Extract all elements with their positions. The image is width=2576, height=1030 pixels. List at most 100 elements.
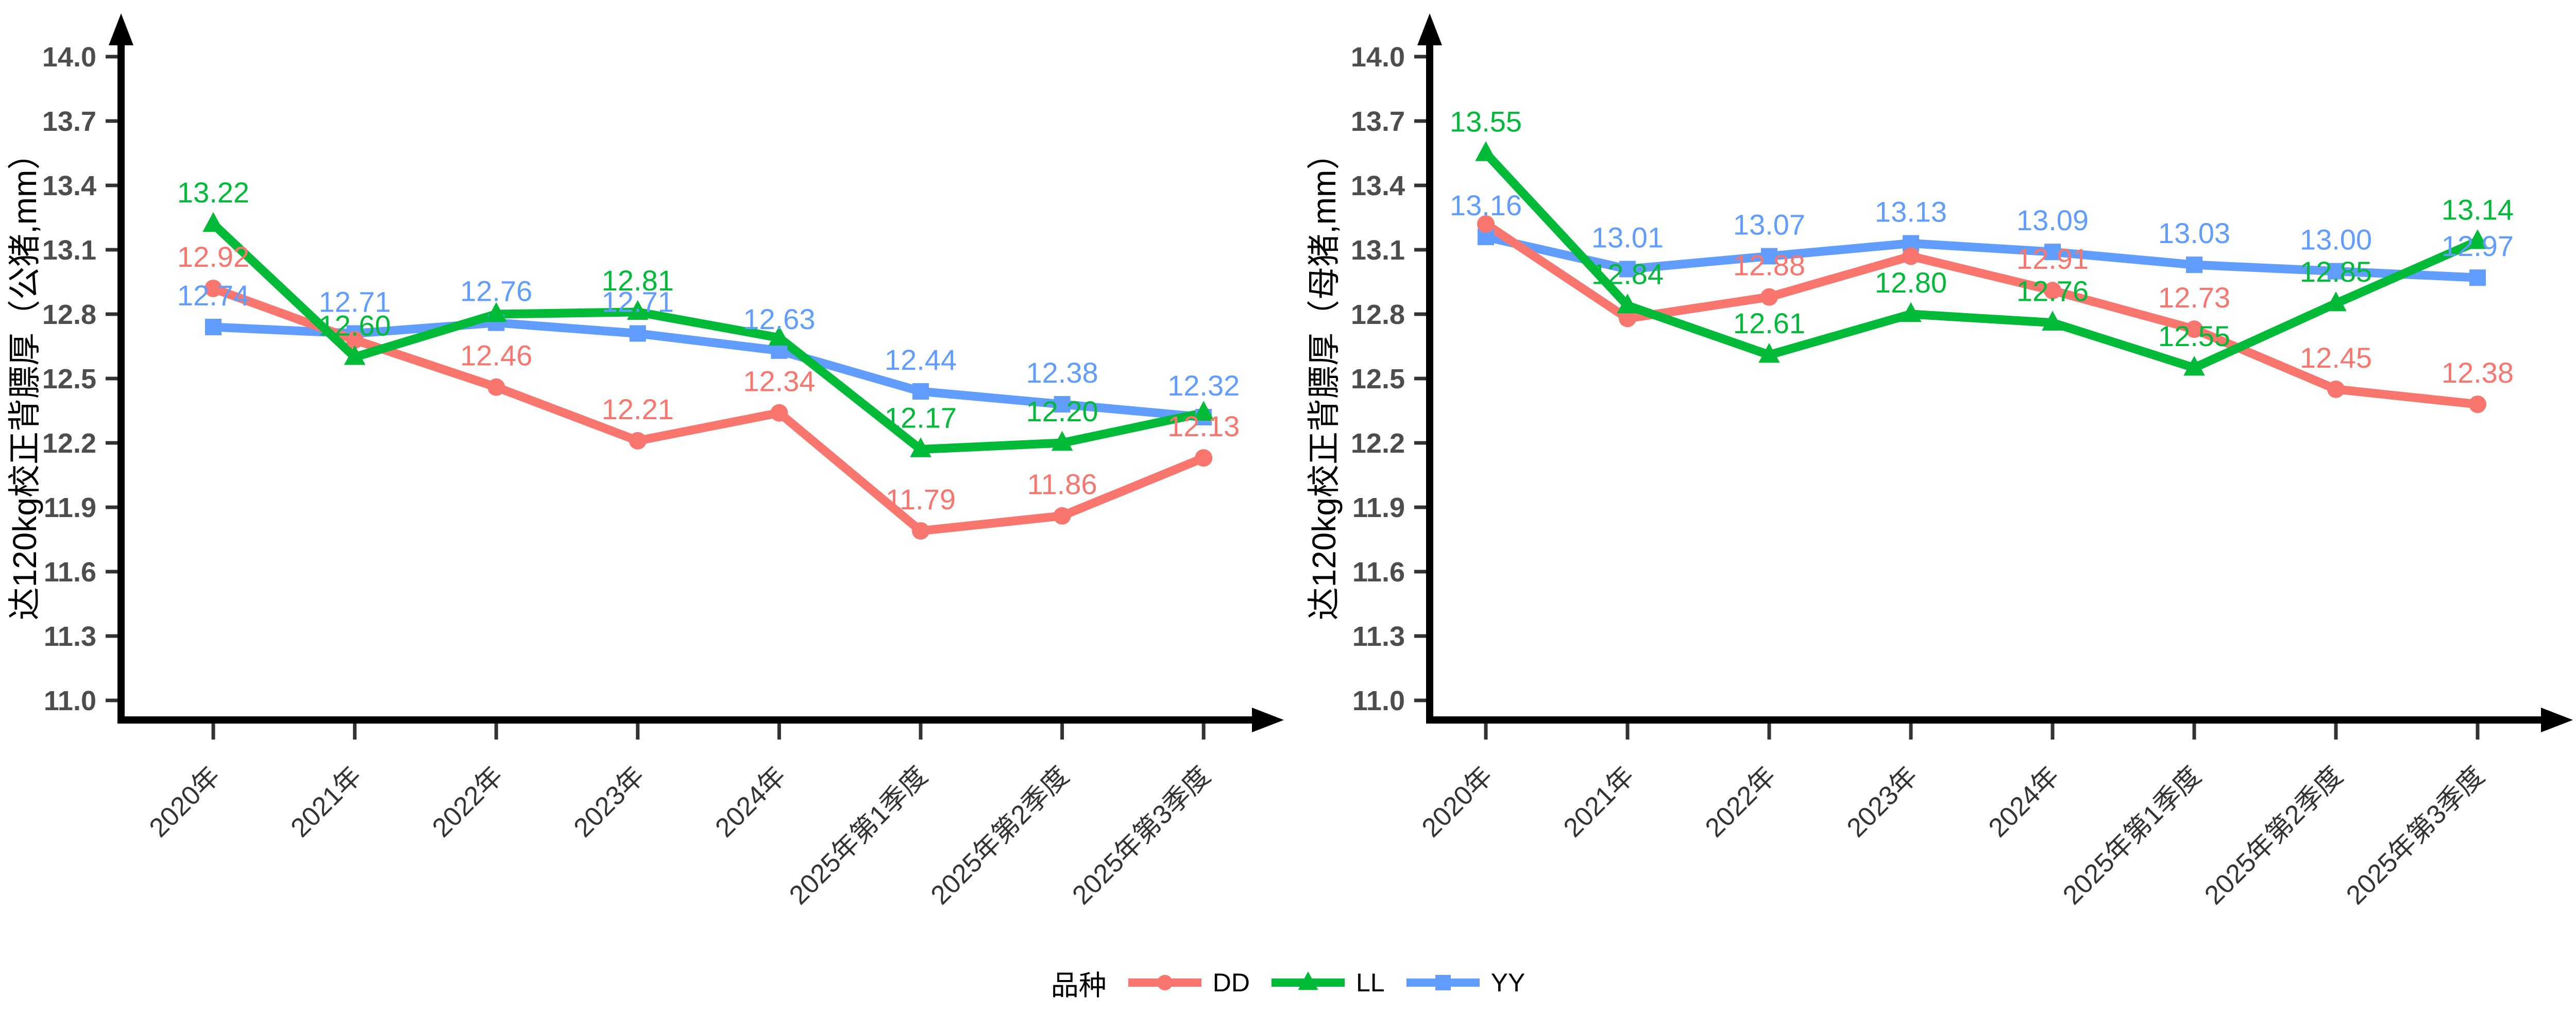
legend-item-label: LL: [1355, 968, 1385, 997]
series-LL-point: [1617, 294, 1638, 314]
series-LL-point: [1758, 342, 1780, 363]
x-tick-label: 2025年第2季度: [2199, 761, 2348, 910]
x-tick-label: 2022年: [427, 761, 509, 843]
series-DD-value-label: 12.73: [2158, 281, 2230, 314]
boar-chart-panel: 14.0 13.7 13.4 13.1 12.8 12.5 12.2 11.9 11.6 11.3…: [0, 0, 1288, 927]
sow-chart: 14.0 13.7 13.4 13.1 12.8 12.5 12.2 11.9 11.6 11.3…: [1306, 13, 2573, 911]
series-YY-point: [2469, 269, 2486, 286]
series-LL-point: [485, 302, 507, 322]
series-LL-value-label: 12.20: [1026, 395, 1098, 427]
series-DD-value-label: 12.46: [460, 339, 532, 372]
series-YY-value-label: 13.01: [1591, 221, 1664, 254]
series-DD-point: [346, 331, 364, 349]
y-tick-label: 13.4: [1351, 170, 1405, 201]
series-LL-point: [910, 437, 931, 457]
y-tick-label: 11.0: [1352, 685, 1405, 716]
series-YY-value-label: 12.32: [1167, 369, 1240, 402]
series-LL-point: [1051, 431, 1073, 451]
series-YY-value-label: 12.63: [743, 303, 815, 335]
series-LL-point: [2467, 229, 2488, 249]
series-YY-value-label: 12.38: [1026, 356, 1098, 389]
series-YY-point: [2186, 256, 2202, 273]
series-YY-line: [1481, 232, 2482, 282]
series-LL-value-label: 12.17: [885, 402, 957, 434]
x-axis-arrowhead-icon: [2541, 708, 2573, 732]
x-tick-label: 2022年: [1700, 761, 1782, 843]
series-YY-value-label: 12.71: [602, 286, 674, 318]
y-axis-arrowhead-icon: [109, 13, 133, 45]
series-LL-point: [2042, 311, 2063, 331]
series-LL-value-label: 12.80: [1875, 266, 1947, 299]
legend-item-LL: LL: [1269, 968, 1385, 998]
legend: 品种 DD LL YY: [0, 957, 2576, 1008]
legend-key-marker-icon: [1435, 975, 1451, 990]
x-tick-label: 2023年: [568, 761, 651, 843]
series-YY-point: [2328, 263, 2344, 280]
x-tick-label: 2025年第2季度: [925, 761, 1075, 910]
y-tick-label: 11.9: [44, 492, 96, 523]
series-LL-value-label: 12.85: [2300, 255, 2372, 288]
series-DD-value-label: 11.79: [886, 483, 956, 516]
series-YY-point: [2044, 244, 2061, 261]
y-tick-label: 13.1: [1351, 235, 1405, 266]
series-DD-point: [1195, 449, 1213, 467]
x-tick-label: 2021年: [285, 761, 368, 843]
series-LL-value-label: 12.84: [1591, 258, 1664, 290]
series-LL-value-label: 13.14: [2442, 193, 2514, 226]
y-tick-label: 13.7: [1351, 106, 1405, 137]
x-tick-label: 2025年第1季度: [784, 761, 933, 910]
series-DD-point: [912, 522, 929, 540]
series-YY-value-label: 12.97: [2442, 230, 2514, 262]
series-DD-value-label: 12.13: [1167, 410, 1240, 442]
circle-key-icon: [1128, 975, 1201, 990]
x-axis-arrowhead-icon: [1252, 708, 1284, 732]
series-YY-value-label: 13.07: [1733, 209, 1805, 241]
series-LL-point: [627, 300, 649, 320]
x-tick-label: 2025年第1季度: [2057, 761, 2207, 910]
series-DD-point: [2044, 282, 2061, 300]
y-tick-label: 12.5: [1351, 364, 1405, 394]
legend-item-label: DD: [1212, 968, 1250, 997]
series-LL-point: [344, 345, 366, 365]
x-tick-label: 2021年: [1558, 761, 1640, 843]
series-DD-point: [205, 280, 222, 297]
series-LL-point: [2325, 291, 2347, 312]
legend-title: 品种: [1050, 970, 1107, 1001]
series-DD-value-label: 12.34: [743, 365, 815, 398]
triangle-key-icon: [1271, 971, 1345, 990]
series-DD-point: [1760, 288, 1778, 306]
series-LL-line: [1481, 149, 2482, 372]
y-tick-label: 14.0: [42, 42, 96, 73]
y-tick-label: 11.3: [1352, 621, 1405, 652]
series-LL-value-label: 12.55: [2158, 320, 2230, 352]
series-YY-point: [912, 383, 929, 400]
series-DD-point: [1619, 310, 1636, 328]
series-DD-point: [1053, 507, 1071, 525]
series-YY-value-label: 13.16: [1450, 189, 1522, 221]
series-DD-point: [2185, 320, 2203, 338]
series-LL-point: [202, 212, 224, 232]
series-DD-point: [487, 378, 505, 396]
series-YY-value-label: 13.00: [2300, 224, 2372, 256]
series-DD-value-label: 12.92: [177, 241, 249, 273]
series-DD-value-label: 12.91: [2016, 243, 2089, 275]
y-tick-label: 11.6: [1352, 557, 1405, 588]
series-LL-value-label: 12.76: [2016, 275, 2089, 307]
y-tick-label: 13.1: [42, 235, 96, 266]
x-tick-label: 2025年第3季度: [1066, 761, 1216, 910]
series-YY-value-label: 13.03: [2158, 217, 2230, 249]
series-YY-line: [209, 318, 1208, 422]
x-tick-label: 2024年: [1983, 761, 2065, 843]
x-tick-label: 2020年: [1416, 761, 1499, 843]
legend-items: DD LL YY: [1126, 968, 1525, 998]
series-YY-value-label: 12.71: [319, 286, 391, 318]
y-tick-label: 11.3: [44, 621, 96, 652]
y-axis-title: 达120kg校正背膘厚（公猪,mm）: [6, 137, 43, 621]
x-tick-label: 2024年: [709, 761, 792, 843]
series-DD-value-label: 12.38: [2442, 356, 2514, 389]
legend-key-marker-icon: [1298, 971, 1318, 990]
series-YY-point: [205, 319, 222, 335]
series-LL-value-label: 12.81: [602, 264, 674, 297]
series-DD-point: [1477, 215, 1495, 233]
square-key-icon: [1406, 975, 1480, 990]
